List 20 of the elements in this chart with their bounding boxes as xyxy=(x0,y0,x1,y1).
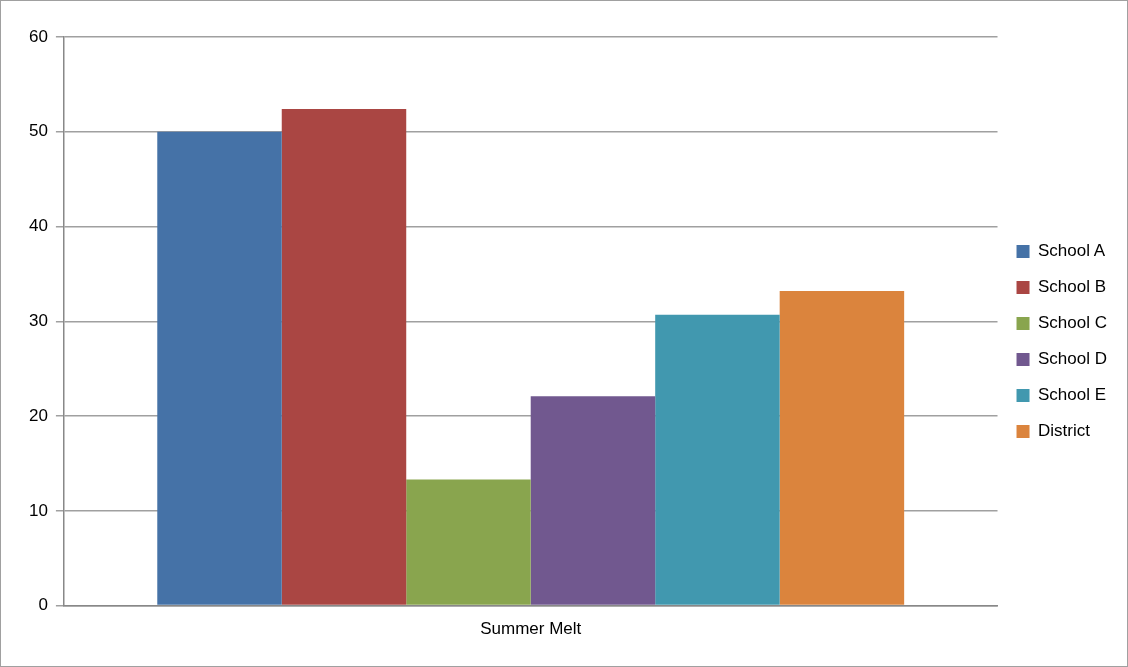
y-tick-label: 10 xyxy=(28,500,48,520)
y-tick-label: 60 xyxy=(28,26,48,46)
legend-label: School A xyxy=(1038,241,1106,261)
y-tick-label: 50 xyxy=(28,121,48,141)
bar xyxy=(281,109,407,605)
legend-label: District xyxy=(1038,421,1091,441)
bar xyxy=(779,290,905,605)
bar xyxy=(655,314,780,605)
y-tick-label: 30 xyxy=(28,310,48,330)
y-tick-label: 20 xyxy=(28,405,48,425)
legend-label: School E xyxy=(1038,385,1107,405)
bar xyxy=(406,479,531,605)
legend-label: School B xyxy=(1038,277,1107,297)
legend-label: School C xyxy=(1038,313,1107,333)
x-tick-label: Summer Melt xyxy=(480,619,582,639)
bar xyxy=(157,131,282,605)
legend-label: School D xyxy=(1038,349,1107,369)
y-tick-label: 40 xyxy=(28,216,48,236)
y-tick-label: 0 xyxy=(38,595,48,615)
bar xyxy=(530,396,656,605)
